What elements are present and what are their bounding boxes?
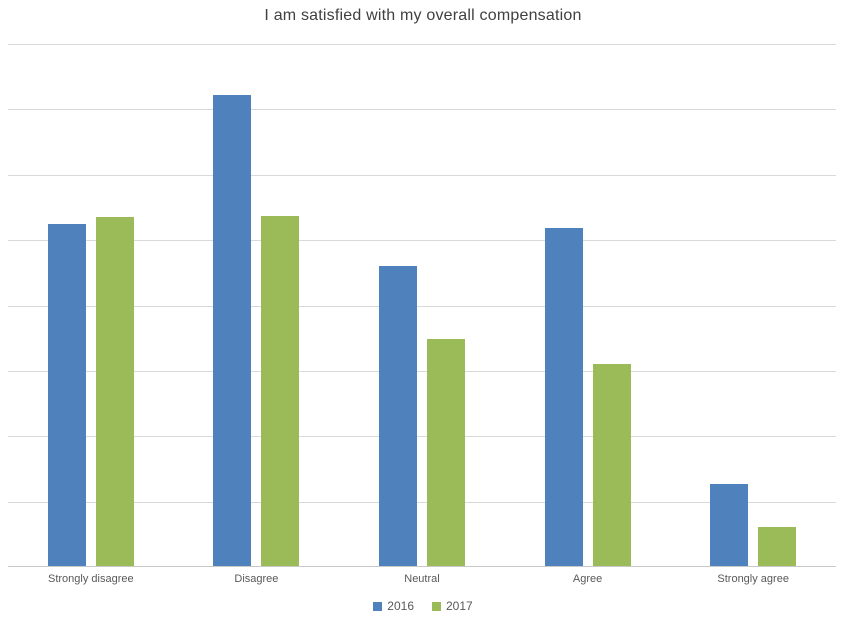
bar-2016-agree — [544, 227, 583, 567]
legend-item-2016: 2016 — [373, 599, 414, 613]
gridline — [8, 436, 836, 438]
gridline — [8, 305, 836, 307]
legend-label-2016: 2016 — [387, 599, 414, 613]
x-axis-line — [8, 566, 836, 567]
category-label-neutral: Neutral — [404, 573, 440, 585]
category-labels: Strongly disagree Disagree Neutral Agree Str… — [8, 573, 836, 585]
bar-group-disagree — [174, 44, 340, 567]
bar-group-strongly-disagree — [8, 44, 174, 567]
bar-2017-strongly-agree — [758, 527, 797, 567]
bar-2017-disagree — [261, 215, 300, 567]
gridline — [8, 174, 836, 176]
bar-2016-neutral — [378, 266, 417, 567]
bar-2017-agree — [592, 364, 631, 567]
category-label-disagree: Disagree — [234, 573, 279, 585]
chart-title: I am satisfied with my overall compensat… — [264, 7, 582, 24]
bar-group-agree — [505, 44, 671, 567]
bar-2016-strongly-disagree — [47, 223, 86, 567]
gridline — [8, 370, 836, 372]
gridline — [8, 44, 836, 45]
gridline — [8, 109, 836, 111]
bar-2017-neutral — [426, 338, 465, 567]
legend: 2016 2017 — [0, 599, 846, 613]
bar-groups — [8, 44, 836, 567]
legend-swatch-2016 — [373, 601, 383, 611]
bar-group-strongly-agree — [670, 44, 836, 567]
bar-2017-strongly-disagree — [95, 217, 134, 567]
bar-2016-disagree — [213, 95, 252, 567]
bar-2016-strongly-agree — [710, 483, 749, 567]
bar-group-neutral — [339, 44, 505, 567]
legend-item-2017: 2017 — [432, 599, 473, 613]
legend-label-2017: 2017 — [446, 599, 473, 613]
category-label-strongly-agree: Strongly agree — [717, 573, 789, 585]
category-label-strongly-disagree: Strongly disagree — [47, 573, 134, 585]
category-label-agree: Agree — [572, 573, 603, 585]
gridline — [8, 501, 836, 503]
plot-area — [8, 44, 836, 567]
legend-swatch-2017 — [432, 601, 441, 611]
gridline — [8, 240, 836, 242]
